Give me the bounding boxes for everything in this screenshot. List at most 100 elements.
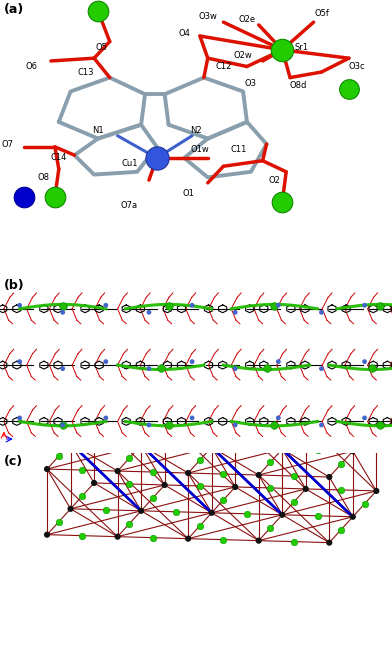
Text: N1: N1 bbox=[92, 126, 104, 135]
Point bbox=[209, 507, 215, 518]
Point bbox=[158, 363, 164, 374]
Point bbox=[303, 484, 309, 494]
Point bbox=[338, 484, 344, 495]
Point bbox=[60, 363, 66, 374]
Text: O4: O4 bbox=[178, 29, 190, 38]
Text: O7a: O7a bbox=[121, 201, 138, 209]
Point bbox=[350, 446, 356, 456]
Point bbox=[16, 413, 23, 423]
Point bbox=[361, 433, 368, 443]
Point bbox=[189, 413, 195, 423]
Point bbox=[232, 420, 238, 430]
Point bbox=[114, 531, 121, 542]
Point bbox=[67, 438, 74, 449]
Point bbox=[173, 507, 180, 517]
Text: O5: O5 bbox=[96, 42, 108, 52]
Point bbox=[138, 440, 144, 451]
Point bbox=[279, 510, 285, 520]
Point bbox=[126, 479, 132, 489]
Point bbox=[146, 420, 152, 430]
Point bbox=[369, 363, 376, 374]
Point bbox=[60, 419, 66, 430]
Point bbox=[279, 44, 285, 55]
Point bbox=[197, 455, 203, 466]
Point bbox=[138, 505, 144, 516]
Point bbox=[165, 419, 172, 430]
Point bbox=[338, 459, 344, 469]
Point bbox=[114, 466, 121, 476]
Text: O8d: O8d bbox=[289, 82, 307, 91]
Point bbox=[361, 499, 368, 509]
Point bbox=[377, 301, 383, 311]
Point bbox=[79, 531, 85, 541]
Point bbox=[267, 457, 274, 467]
Point bbox=[279, 197, 285, 207]
Point bbox=[361, 413, 368, 423]
Point bbox=[60, 307, 66, 318]
Point bbox=[275, 357, 281, 367]
Point bbox=[154, 153, 160, 163]
Point bbox=[232, 363, 238, 374]
Point bbox=[209, 442, 215, 452]
Point bbox=[291, 471, 297, 481]
Point bbox=[126, 453, 132, 464]
Text: C12: C12 bbox=[215, 62, 232, 71]
Point bbox=[150, 427, 156, 437]
Point bbox=[267, 522, 274, 533]
Point bbox=[318, 420, 325, 430]
Text: Cu1: Cu1 bbox=[121, 159, 138, 168]
Text: C11: C11 bbox=[231, 145, 247, 154]
Point bbox=[103, 300, 109, 310]
Point bbox=[263, 363, 270, 374]
Text: (a): (a) bbox=[4, 3, 24, 16]
Point bbox=[91, 478, 97, 488]
Point bbox=[326, 472, 332, 482]
Point bbox=[267, 482, 274, 493]
Point bbox=[291, 497, 297, 507]
Point bbox=[256, 535, 262, 546]
Point bbox=[232, 307, 238, 318]
Point bbox=[162, 414, 168, 424]
Point bbox=[244, 509, 250, 519]
Point bbox=[361, 357, 368, 367]
Point bbox=[318, 307, 325, 318]
Point bbox=[79, 425, 85, 436]
Text: O3: O3 bbox=[245, 79, 257, 87]
Point bbox=[150, 493, 156, 503]
Point bbox=[346, 83, 352, 94]
Point bbox=[185, 468, 191, 479]
Point bbox=[189, 357, 195, 367]
Point bbox=[173, 441, 180, 451]
Point bbox=[338, 524, 344, 535]
Point bbox=[377, 419, 383, 430]
Point bbox=[67, 503, 74, 514]
Point bbox=[44, 529, 50, 540]
Point bbox=[275, 300, 281, 310]
Point bbox=[314, 445, 321, 455]
Point bbox=[56, 516, 62, 527]
Text: O2e: O2e bbox=[238, 15, 256, 24]
Text: O8: O8 bbox=[37, 173, 49, 182]
Point bbox=[275, 413, 281, 423]
Text: N2: N2 bbox=[190, 126, 202, 135]
Point bbox=[271, 301, 278, 311]
Point bbox=[318, 363, 325, 374]
Point bbox=[79, 465, 85, 475]
Point bbox=[16, 357, 23, 367]
Point bbox=[189, 300, 195, 310]
Point bbox=[16, 300, 23, 310]
Text: O5f: O5f bbox=[314, 9, 329, 18]
Text: O3w: O3w bbox=[198, 12, 217, 21]
Point bbox=[150, 467, 156, 477]
Point bbox=[95, 6, 101, 16]
Point bbox=[197, 415, 203, 426]
Text: C14: C14 bbox=[51, 153, 67, 162]
Point bbox=[326, 537, 332, 548]
Point bbox=[60, 301, 66, 311]
Point bbox=[373, 420, 379, 430]
Point bbox=[103, 505, 109, 515]
Point bbox=[56, 451, 62, 462]
Point bbox=[244, 443, 250, 453]
Point bbox=[126, 518, 132, 529]
Point bbox=[220, 535, 227, 545]
